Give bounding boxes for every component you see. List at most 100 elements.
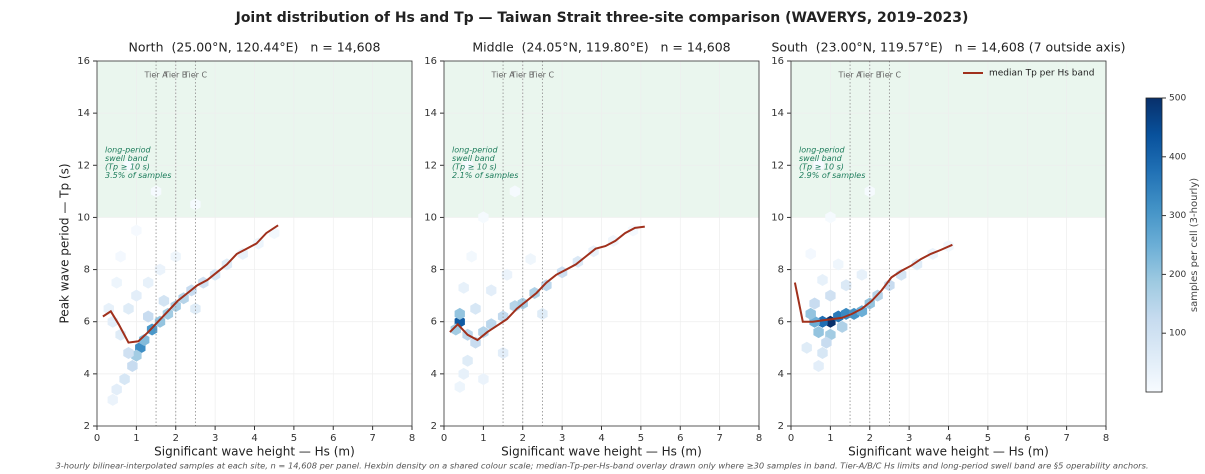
hex-cell [478, 373, 489, 386]
y-tick-label: 4 [778, 369, 784, 380]
hex-cell [107, 393, 118, 406]
y-tick-label: 14 [771, 108, 784, 119]
hex-cell [813, 360, 824, 372]
hex-cell [817, 347, 828, 359]
y-tick-label: 2 [84, 421, 90, 432]
x-tick-label: 5 [985, 433, 991, 444]
hex-cell [813, 326, 824, 339]
y-tick-label: 8 [431, 265, 437, 276]
x-tick-label: 8 [409, 433, 415, 444]
tier-label: Tier C [877, 71, 902, 80]
hex-cell [840, 279, 852, 292]
hex-cell [458, 281, 469, 294]
hex-cell [123, 347, 134, 359]
y-tick-label: 6 [84, 317, 90, 328]
y-tick-label: 12 [771, 160, 784, 171]
colorbar-tick-label: 300 [1169, 211, 1186, 221]
hex-cell [486, 284, 497, 297]
x-tick-label: 7 [716, 433, 722, 444]
hex-cell [190, 198, 201, 211]
x-tick-label: 1 [133, 433, 139, 444]
band-label: long-period [105, 146, 152, 155]
x-axis-label: Significant wave height — Hs (m) [154, 445, 355, 459]
tier-label: Tier C [530, 71, 555, 80]
hex-cell [809, 297, 820, 310]
x-axis-label: Significant wave height — Hs (m) [848, 445, 1049, 459]
band-label: 3.5% of samples [105, 171, 171, 180]
x-tick-label: 5 [638, 433, 644, 444]
hex-cell [478, 326, 489, 339]
hex-cell [817, 315, 828, 328]
hex-cell [111, 276, 122, 289]
hex-cell [143, 276, 154, 289]
band-label: swell band [452, 154, 496, 163]
x-tick-label: 3 [559, 433, 565, 444]
median-line [102, 224, 279, 344]
hex-cell [462, 354, 473, 367]
x-tick-label: 4 [251, 433, 257, 444]
hex-cell [131, 349, 142, 362]
hex-cell [143, 310, 154, 323]
hex-cell [837, 320, 848, 333]
hex-cell [801, 341, 812, 354]
y-tick-label: 6 [431, 317, 437, 328]
y-tick-label: 8 [778, 265, 784, 276]
hex-cell [478, 211, 489, 224]
hex-cell [813, 159, 824, 172]
legend-label: median Tp per Hs band [989, 69, 1094, 79]
hex-cell [127, 360, 138, 372]
y-tick-label: 4 [84, 369, 90, 380]
x-tick-label: 7 [1063, 433, 1069, 444]
colorbar-tick-label: 100 [1169, 329, 1186, 339]
hex-cell [525, 253, 536, 266]
hex-cell [501, 268, 513, 281]
x-tick-label: 0 [788, 433, 794, 444]
y-tick-label: 16 [424, 56, 437, 67]
x-tick-label: 3 [212, 433, 218, 444]
hex-cell [154, 315, 166, 328]
tier-label: Tier B [163, 71, 187, 80]
hex-cell [541, 279, 552, 292]
x-tick-label: 0 [94, 433, 100, 444]
hex-cell [454, 380, 465, 393]
colorbar-tick-label: 400 [1169, 152, 1186, 162]
y-tick-label: 6 [778, 317, 784, 328]
hex-cell [115, 250, 126, 263]
median-line [449, 225, 645, 342]
x-tick-label: 6 [677, 433, 683, 444]
band-label: 2.1% of samples [452, 171, 518, 180]
colorbar-tick-label: 200 [1169, 270, 1186, 280]
band-label: (Tp ≥ 10 s) [799, 163, 844, 172]
x-tick-label: 8 [756, 433, 762, 444]
hex-cell [119, 373, 130, 386]
y-tick-label: 12 [424, 160, 437, 171]
tier-label: Tier B [510, 71, 534, 80]
y-tick-label: 16 [77, 56, 90, 67]
x-tick-label: 0 [441, 433, 447, 444]
hex-cell [170, 250, 181, 263]
x-tick-label: 4 [945, 433, 951, 444]
tier-label: Tier A [491, 71, 516, 80]
band-label: (Tp ≥ 10 s) [105, 163, 150, 172]
footnote: 3-hourly bilinear-interpolated samples a… [55, 461, 1148, 471]
x-tick-label: 1 [827, 433, 833, 444]
median-line [793, 243, 953, 323]
x-tick-label: 2 [173, 433, 179, 444]
y-tick-label: 8 [84, 265, 90, 276]
x-tick-label: 3 [906, 433, 912, 444]
y-tick-label: 2 [431, 421, 437, 432]
band-label: swell band [799, 154, 843, 163]
hex-cell [450, 323, 461, 336]
plot-frame [443, 60, 760, 427]
y-tick-label: 2 [778, 421, 784, 432]
tier-label: Tier A [838, 71, 863, 80]
panel-title: North (25.00°N, 120.44°E) n = 14,608 [129, 40, 381, 55]
y-axis-label: Peak wave period — Tp (s) [58, 163, 72, 323]
colorbar-tick-label: 500 [1169, 94, 1186, 104]
y-tick-label: 14 [424, 108, 437, 119]
hex-cell [123, 159, 134, 172]
tier-label: Tier B [857, 71, 881, 80]
y-tick-label: 16 [771, 56, 784, 67]
band-label: long-period [799, 146, 846, 155]
